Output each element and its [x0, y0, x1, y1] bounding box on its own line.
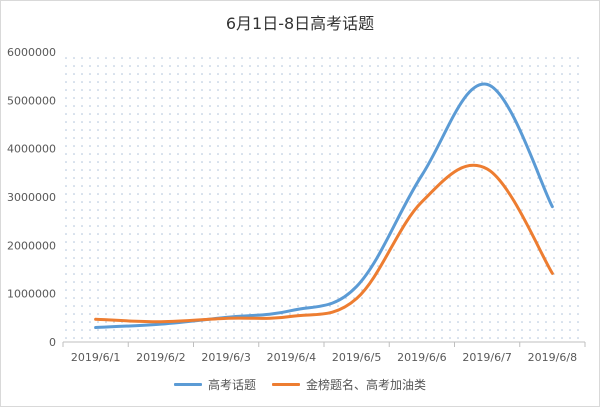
legend-swatch [272, 383, 300, 386]
y-tick-label: 2000000 [7, 239, 56, 252]
x-tick-label: 2019/6/3 [201, 351, 250, 364]
y-tick-label: 6000000 [7, 46, 56, 59]
legend-label: 金榜题名、高考加油类 [306, 378, 427, 392]
legend-swatch [173, 383, 202, 386]
series-line-2 [94, 163, 554, 324]
x-tick-label: 2019/6/4 [267, 351, 316, 364]
y-tick-label: 0 [49, 336, 56, 349]
x-tick-label: 2019/6/1 [71, 351, 120, 364]
x-tick-label: 2019/6/2 [136, 351, 185, 364]
y-tick-label: 3000000 [7, 191, 56, 204]
chart-title: 6月1日-8日高考话题 [225, 14, 375, 33]
x-tick-label: 2019/6/5 [332, 351, 381, 364]
y-tick-label: 5000000 [7, 94, 56, 107]
legend-item: 高考话题 [173, 376, 256, 393]
x-tick-label: 2019/6/7 [462, 351, 511, 364]
y-tick-label: 4000000 [7, 143, 56, 156]
legend: 高考话题 金榜题名、高考加油类 [0, 376, 600, 393]
plot-area [63, 52, 585, 342]
y-tick-label: 1000000 [7, 288, 56, 301]
legend-label: 高考话题 [207, 378, 256, 392]
legend-item: 金榜题名、高考加油类 [272, 376, 426, 393]
x-tick-label: 2019/6/6 [397, 351, 446, 364]
x-tick-label: 2019/6/8 [528, 351, 577, 364]
